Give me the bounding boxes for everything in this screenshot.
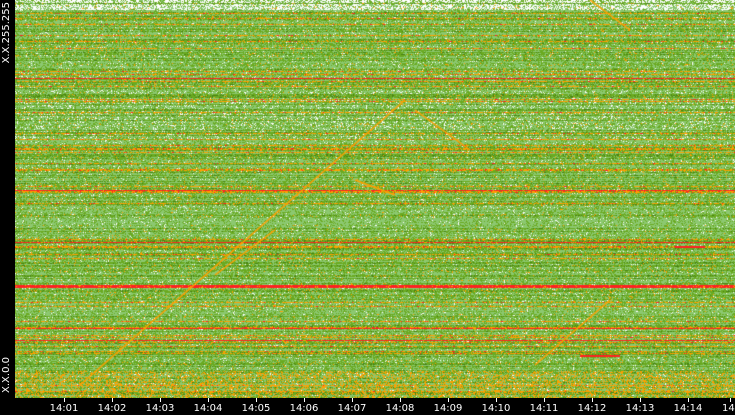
x-tick-label: 14:10 (481, 403, 511, 414)
x-tick-label: 14:08 (385, 403, 415, 414)
x-tick (496, 398, 497, 402)
x-tick (352, 398, 353, 402)
heatmap-plot (15, 0, 735, 398)
x-tick-label: 14 (722, 403, 735, 414)
x-tick (208, 398, 209, 402)
x-tick-label: 14:09 (433, 403, 463, 414)
y-label-bottom: X.X.0.0 (1, 357, 12, 393)
x-tick-label: 14:13 (625, 403, 655, 414)
x-tick (688, 398, 689, 402)
x-tick (112, 398, 113, 402)
x-tick-label: 14:14 (673, 403, 703, 414)
x-tick (544, 398, 545, 402)
x-tick-label: 14:04 (193, 403, 223, 414)
x-tick (448, 398, 449, 402)
x-tick-label: 14:12 (577, 403, 607, 414)
x-tick-label: 14:01 (49, 403, 79, 414)
x-tick-label: 14:05 (241, 403, 271, 414)
x-tick (160, 398, 161, 402)
x-tick (400, 398, 401, 402)
x-tick-label: 14:02 (97, 403, 127, 414)
x-tick-label: 14:11 (529, 403, 559, 414)
x-tick-label: 14:06 (289, 403, 319, 414)
x-tick (64, 398, 65, 402)
x-tick (256, 398, 257, 402)
x-tick (304, 398, 305, 402)
y-label-top: X.X.255.255 (1, 2, 12, 64)
x-tick (730, 398, 731, 402)
x-tick (592, 398, 593, 402)
x-tick-label: 14:03 (145, 403, 175, 414)
x-tick-label: 14:07 (337, 403, 367, 414)
x-tick (640, 398, 641, 402)
